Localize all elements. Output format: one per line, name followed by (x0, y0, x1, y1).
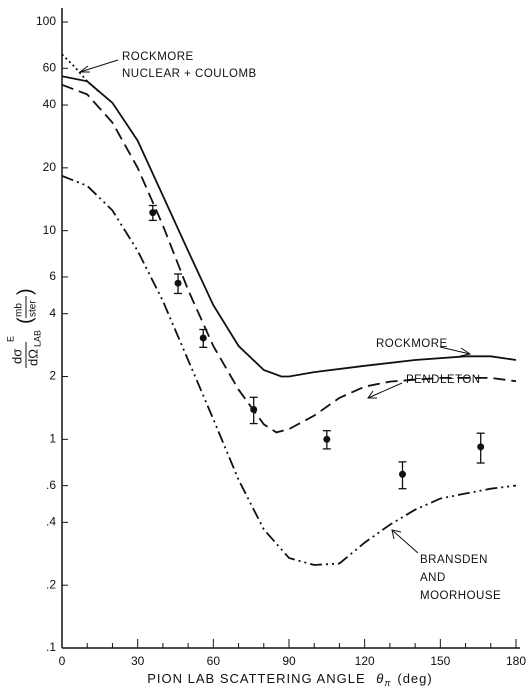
annotation: ROCKMORE (376, 338, 472, 357)
annotation-text: MOORHOUSE (420, 590, 501, 602)
y-label-part: LAB (32, 330, 42, 347)
y-tick-label: 40 (43, 97, 57, 111)
y-label-part: mb (14, 303, 25, 317)
x-tick-label: 120 (355, 654, 375, 668)
y-tick-label: 60 (43, 60, 57, 74)
curve (61, 53, 101, 94)
y-label-part: ster (28, 300, 39, 317)
y-axis-label: dσ E dΩ LAB ( mb ster ) (5, 288, 42, 368)
y-tick-label: 6 (49, 269, 56, 283)
x-label-subscript: π (384, 678, 391, 688)
curve (61, 175, 517, 566)
annotation-text: NUCLEAR + COULOMB (122, 68, 257, 80)
paren: ( (14, 317, 36, 324)
y-tick-label: 4 (49, 306, 56, 320)
arrow-head (459, 347, 472, 357)
annotation: BRANSDEN AND MOORHOUSE (391, 529, 501, 602)
data-point (149, 209, 157, 217)
y-tick-label: 100 (36, 14, 56, 28)
annotation-text: PENDLETON (406, 374, 481, 386)
x-label-text: PION LAB SCATTERING ANGLE (147, 671, 365, 686)
x-tick-label: 180 (506, 654, 526, 668)
annotation-text: ROCKMORE (376, 338, 448, 350)
x-axis-label: PION LAB SCATTERING ANGLE θπ (deg) (147, 671, 432, 688)
paren: ) (14, 288, 36, 295)
x-tick-label: 150 (430, 654, 450, 668)
y-tick-label: .4 (46, 515, 56, 529)
arrow (391, 529, 419, 554)
arrow-head (391, 529, 402, 540)
y-tick-label: .1 (46, 640, 56, 654)
y-label-part: dσ (9, 349, 24, 364)
data-point (174, 279, 182, 287)
data-point (477, 443, 485, 451)
x-tick-label: 90 (282, 654, 296, 668)
arrow (367, 382, 403, 399)
y-tick-label: .6 (46, 478, 56, 492)
annotation: ROCKMORE NUCLEAR + COULOMB (78, 51, 257, 80)
y-label-part: E (5, 336, 15, 342)
curve (61, 83, 517, 434)
data-point (199, 334, 207, 342)
x-label-symbol: θ (376, 671, 384, 686)
arrow (79, 59, 119, 73)
y-tick-label: 1 (49, 432, 56, 446)
y-tick-label: 10 (43, 223, 57, 237)
x-tick-label: 60 (207, 654, 221, 668)
y-tick-label: 20 (43, 160, 57, 174)
y-tick-label: 2 (49, 369, 56, 383)
y-tick-label: .2 (46, 577, 56, 591)
arrow-head (367, 390, 377, 399)
y-label-part: dΩ (25, 349, 40, 366)
annotation-text: ROCKMORE (122, 51, 194, 63)
data-point (399, 470, 406, 478)
x-label-unit: (deg) (397, 671, 432, 686)
data-point (250, 405, 258, 413)
annotation-text: AND (420, 572, 446, 584)
x-tick-label: 0 (59, 654, 66, 668)
annotation-text: BRANSDEN (420, 554, 488, 566)
curve (61, 75, 517, 378)
data-point (323, 435, 331, 443)
x-tick-label: 30 (131, 654, 145, 668)
arrow (439, 346, 471, 355)
